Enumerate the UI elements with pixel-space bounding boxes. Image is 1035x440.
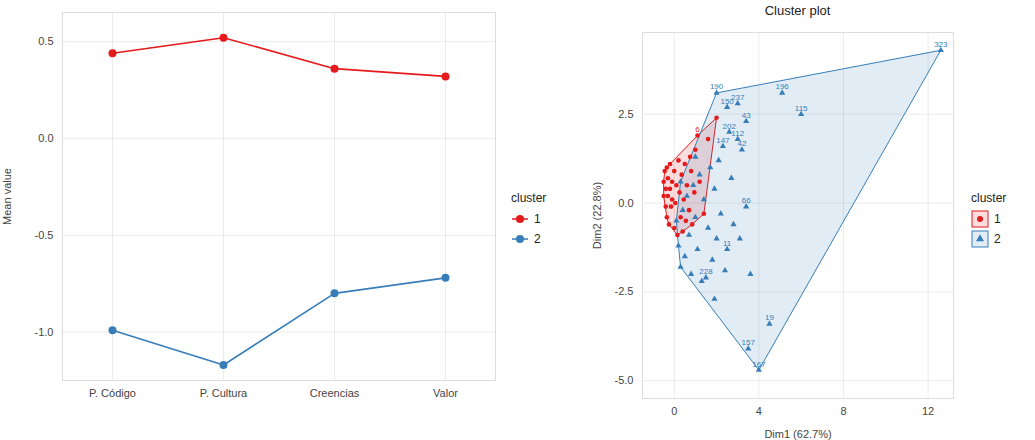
svg-text:115: 115 [795, 104, 808, 113]
svg-text:Mean value: Mean value [1, 168, 13, 225]
svg-text:196: 196 [775, 82, 789, 91]
svg-text:237: 237 [731, 93, 745, 102]
svg-text:Dim1 (62.7%): Dim1 (62.7%) [764, 428, 831, 440]
svg-text:Valor: Valor [433, 387, 458, 399]
svg-text:-1.0: -1.0 [35, 326, 54, 338]
svg-text:42: 42 [737, 139, 746, 148]
svg-text:323: 323 [934, 40, 948, 49]
svg-text:-0.5: -0.5 [35, 229, 54, 241]
svg-text:0.5: 0.5 [38, 35, 53, 47]
svg-text:P. Código: P. Código [89, 387, 136, 399]
svg-text:Creencias: Creencias [310, 387, 360, 399]
html-text:2: 2 [534, 232, 541, 246]
svg-text:11: 11 [723, 239, 732, 248]
html-text:1: 1 [994, 212, 1001, 226]
svg-text:157: 157 [742, 338, 756, 347]
svg-text:2.5: 2.5 [618, 108, 633, 120]
svg-text:19: 19 [765, 313, 774, 322]
svg-text:43: 43 [742, 111, 751, 120]
svg-text:167: 167 [752, 360, 766, 369]
svg-text:4: 4 [756, 405, 762, 417]
html-text:1: 1 [534, 212, 541, 226]
svg-text:202: 202 [722, 121, 736, 131]
svg-text:150: 150 [720, 96, 734, 106]
svg-text:0: 0 [671, 405, 677, 417]
html-text:cluster: cluster [511, 191, 547, 205]
svg-text:P. Cultura: P. Cultura [200, 387, 248, 399]
svg-text:6: 6 [695, 125, 700, 134]
html-text:cluster: cluster [971, 191, 1007, 205]
svg-text:0.0: 0.0 [38, 132, 53, 144]
svg-text:8: 8 [840, 405, 846, 417]
svg-text:Dim2 (22.8%): Dim2 (22.8%) [591, 182, 603, 249]
svg-text:190: 190 [710, 82, 724, 91]
svg-text:-5.0: -5.0 [615, 374, 634, 386]
svg-text:112: 112 [731, 129, 744, 138]
svg-text:0.0: 0.0 [618, 197, 633, 209]
svg-text:66: 66 [742, 196, 751, 205]
html-text:2: 2 [994, 232, 1001, 246]
svg-text:147: 147 [716, 136, 730, 145]
svg-text:228: 228 [699, 267, 713, 276]
svg-text:12: 12 [922, 405, 934, 417]
svg-text:-2.5: -2.5 [615, 285, 634, 297]
html-text:Cluster plot: Cluster plot [764, 3, 831, 18]
